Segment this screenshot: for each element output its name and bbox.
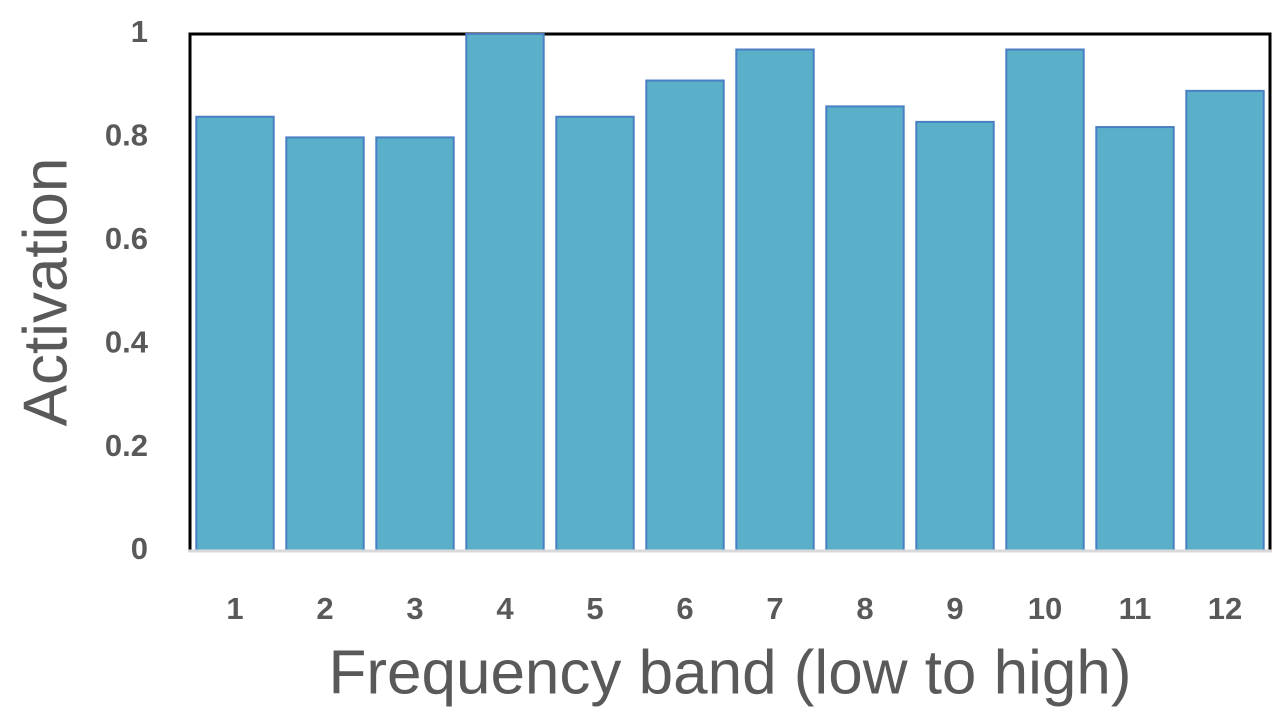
y-tick-label: 0.8	[105, 118, 148, 153]
x-tick-label: 1	[226, 591, 243, 626]
x-tick-label: 12	[1208, 591, 1242, 626]
bar	[465, 33, 545, 552]
x-tick-label: 4	[496, 591, 514, 626]
bar	[285, 136, 365, 552]
x-tick-label: 11	[1119, 591, 1152, 626]
bar	[195, 115, 275, 552]
x-tick-label: 9	[946, 591, 963, 626]
bar	[1185, 89, 1265, 553]
bar	[915, 120, 995, 552]
y-axis-title: Activation	[11, 158, 80, 427]
x-tick-label: 3	[406, 591, 423, 626]
bar	[375, 136, 455, 552]
bar	[555, 115, 635, 552]
y-tick-label: 0.6	[105, 221, 148, 256]
y-tick-label: 0	[131, 531, 148, 566]
bar	[1005, 48, 1085, 552]
bar	[1095, 126, 1175, 552]
x-tick-label: 6	[676, 591, 693, 626]
x-axis-title: Frequency band (low to high)	[328, 638, 1131, 707]
x-tick-label: 7	[766, 591, 783, 626]
bar	[645, 79, 725, 552]
bar	[735, 48, 815, 552]
y-tick-label: 0.2	[105, 428, 148, 463]
bar	[825, 105, 905, 552]
x-tick-label: 2	[316, 591, 333, 626]
x-tick-label: 10	[1028, 591, 1062, 626]
y-tick-label: 0.4	[105, 324, 149, 359]
y-tick-label: 1	[131, 14, 148, 49]
x-tick-label: 8	[856, 591, 873, 626]
x-tick-label: 5	[586, 591, 603, 626]
